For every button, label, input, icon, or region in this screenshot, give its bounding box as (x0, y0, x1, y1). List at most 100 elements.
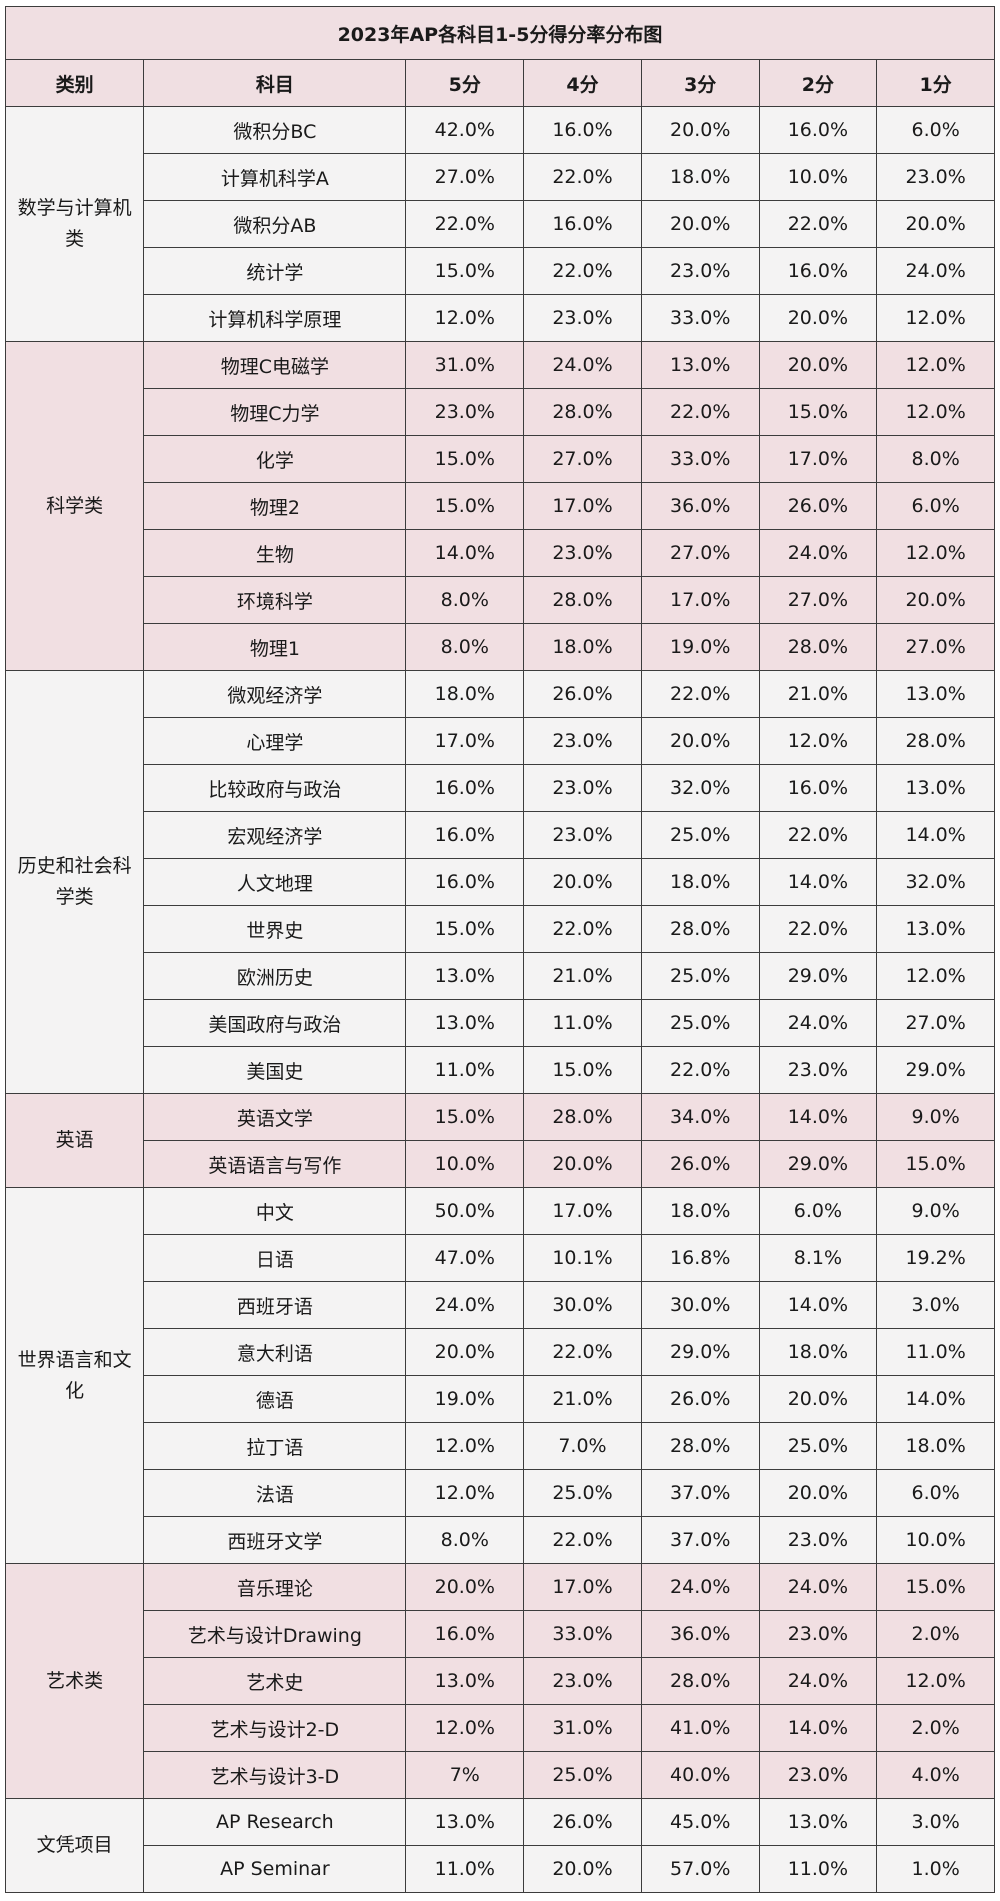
score-2-cell: 22.0% (758, 200, 878, 248)
score-4-cell: 21.0% (523, 952, 642, 1000)
score-4-cell: 22.0% (523, 1516, 642, 1564)
score-2-cell: 23.0% (758, 1610, 878, 1658)
score-2-cell: 24.0% (758, 1657, 878, 1705)
score-1-cell: 6.0% (876, 106, 995, 154)
header-score-3: 3分 (640, 59, 760, 107)
header-score-5: 5分 (405, 59, 525, 107)
score-2-cell: 25.0% (758, 1422, 878, 1470)
score-2-cell: 24.0% (758, 999, 878, 1047)
score-4-cell: 24.0% (523, 341, 642, 389)
score-1-cell: 28.0% (876, 717, 995, 765)
score-2-cell: 16.0% (758, 247, 878, 295)
score-4-cell: 17.0% (523, 1187, 642, 1235)
subject-cell: 人文地理 (143, 858, 407, 906)
table-row: 德语 19.0% 21.0% 26.0% 20.0% 14.0% (6, 1375, 995, 1423)
subject-cell: 美国政府与政治 (143, 999, 407, 1047)
table-row: 比较政府与政治 16.0% 23.0% 32.0% 16.0% 13.0% (6, 764, 995, 812)
score-5-cell: 13.0% (405, 999, 525, 1047)
score-3-cell: 41.0% (640, 1704, 760, 1752)
score-2-cell: 20.0% (758, 1375, 878, 1423)
score-4-cell: 22.0% (523, 153, 642, 201)
score-4-cell: 28.0% (523, 388, 642, 436)
score-4-cell: 22.0% (523, 247, 642, 295)
score-5-cell: 50.0% (405, 1187, 525, 1235)
category-cell: 历史和社会科学类 (4, 670, 145, 1094)
subject-cell: 日语 (143, 1234, 407, 1282)
score-5-cell: 23.0% (405, 388, 525, 436)
score-5-cell: 11.0% (405, 1046, 525, 1094)
score-3-cell: 36.0% (640, 482, 760, 530)
score-1-cell: 3.0% (876, 1798, 995, 1846)
table-row: 环境科学 8.0% 28.0% 17.0% 27.0% 20.0% (6, 576, 995, 624)
score-4-cell: 23.0% (523, 811, 642, 859)
score-2-cell: 20.0% (758, 341, 878, 389)
score-5-cell: 13.0% (405, 952, 525, 1000)
subject-cell: 欧洲历史 (143, 952, 407, 1000)
score-4-cell: 20.0% (523, 858, 642, 906)
score-3-cell: 20.0% (640, 106, 760, 154)
category-cell: 文凭项目 (4, 1798, 145, 1893)
score-1-cell: 8.0% (876, 435, 995, 483)
score-2-cell: 14.0% (758, 1704, 878, 1752)
table-row: 西班牙语 24.0% 30.0% 30.0% 14.0% 3.0% (6, 1281, 995, 1329)
score-3-cell: 33.0% (640, 435, 760, 483)
table-row: 科学类 物理C电磁学 31.0% 24.0% 13.0% 20.0% 12.0% (4, 341, 995, 671)
score-1-cell: 2.0% (876, 1610, 995, 1658)
score-4-cell: 20.0% (523, 1845, 642, 1893)
score-2-cell: 27.0% (758, 576, 878, 624)
score-1-cell: 20.0% (876, 576, 995, 624)
table-row: 统计学 15.0% 22.0% 23.0% 16.0% 24.0% (6, 247, 995, 295)
score-3-cell: 16.8% (640, 1234, 760, 1282)
table-row: 物理1 8.0% 18.0% 19.0% 28.0% 27.0% (6, 623, 995, 671)
score-1-cell: 13.0% (876, 764, 995, 812)
score-4-cell: 26.0% (523, 1798, 642, 1846)
score-2-cell: 20.0% (758, 1469, 878, 1517)
score-3-cell: 22.0% (640, 670, 760, 718)
category-cell: 科学类 (4, 341, 145, 671)
score-5-cell: 14.0% (405, 529, 525, 577)
subject-cell: 物理C力学 (143, 388, 407, 436)
score-5-cell: 7% (405, 1751, 525, 1799)
score-3-cell: 25.0% (640, 811, 760, 859)
subject-cell: 艺术与设计2-D (143, 1704, 407, 1752)
score-2-cell: 13.0% (758, 1798, 878, 1846)
score-3-cell: 23.0% (640, 247, 760, 295)
score-5-cell: 16.0% (405, 811, 525, 859)
table-row: 意大利语 20.0% 22.0% 29.0% 18.0% 11.0% (6, 1328, 995, 1376)
score-5-cell: 20.0% (405, 1328, 525, 1376)
score-5-cell: 13.0% (405, 1798, 525, 1846)
score-4-cell: 17.0% (523, 1563, 642, 1611)
table-row: 艺术与设计Drawing 16.0% 33.0% 36.0% 23.0% 2.0% (6, 1610, 995, 1658)
subject-cell: 意大利语 (143, 1328, 407, 1376)
score-4-cell: 23.0% (523, 529, 642, 577)
table-row: 宏观经济学 16.0% 23.0% 25.0% 22.0% 14.0% (6, 811, 995, 859)
score-5-cell: 8.0% (405, 623, 525, 671)
score-5-cell: 18.0% (405, 670, 525, 718)
score-5-cell: 10.0% (405, 1140, 525, 1188)
score-1-cell: 12.0% (876, 1657, 995, 1705)
score-2-cell: 15.0% (758, 388, 878, 436)
score-2-cell: 29.0% (758, 1140, 878, 1188)
score-2-cell: 12.0% (758, 717, 878, 765)
score-4-cell: 18.0% (523, 623, 642, 671)
score-4-cell: 33.0% (523, 1610, 642, 1658)
score-2-cell: 21.0% (758, 670, 878, 718)
score-4-cell: 30.0% (523, 1281, 642, 1329)
score-2-cell: 11.0% (758, 1845, 878, 1893)
score-5-cell: 13.0% (405, 1657, 525, 1705)
table-row: 艺术与设计3-D 7% 25.0% 40.0% 23.0% 4.0% (6, 1751, 995, 1799)
category-cell: 英语 (4, 1093, 145, 1188)
score-1-cell: 18.0% (876, 1422, 995, 1470)
table-row: 美国史 11.0% 15.0% 22.0% 23.0% 29.0% (6, 1046, 995, 1094)
score-4-cell: 10.1% (523, 1234, 642, 1282)
score-2-cell: 17.0% (758, 435, 878, 483)
score-1-cell: 27.0% (876, 999, 995, 1047)
subject-cell: 计算机科学A (143, 153, 407, 201)
score-2-cell: 14.0% (758, 858, 878, 906)
score-2-cell: 6.0% (758, 1187, 878, 1235)
header-score-2: 2分 (758, 59, 878, 107)
score-5-cell: 16.0% (405, 858, 525, 906)
score-3-cell: 18.0% (640, 153, 760, 201)
subject-cell: 艺术与设计3-D (143, 1751, 407, 1799)
score-5-cell: 11.0% (405, 1845, 525, 1893)
